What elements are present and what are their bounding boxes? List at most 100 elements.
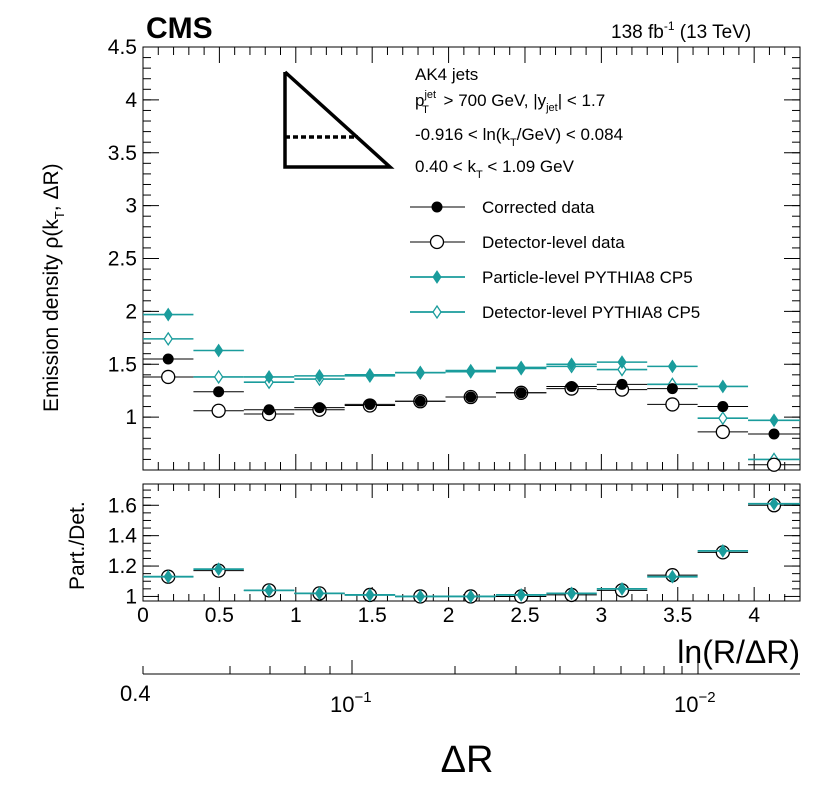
pythia8-cp5-ratio-point — [365, 588, 375, 602]
particle-level-pythia8-cp5-point — [214, 343, 224, 358]
corrected-data-point — [515, 387, 527, 399]
secondary-tick-label-1e-1: 10−1 — [330, 689, 372, 717]
ratio-x-tick-label: 2.5 — [510, 604, 539, 627]
corrected-data-point — [616, 378, 628, 390]
ratio-plot-frame — [142, 483, 801, 602]
legend-label-corrected-data: Corrected data — [482, 198, 595, 217]
main-y-tick-label: 2 — [125, 300, 137, 323]
corrected-data-point — [717, 401, 729, 413]
ratio-x-tick-label: 3.5 — [663, 604, 692, 627]
detector-level-pythia8-cp5-point — [617, 362, 627, 377]
ratio-x-tick-label: 0 — [137, 604, 149, 627]
main-y-tick-label: 1.5 — [108, 353, 137, 376]
pythia8-cp5-ratio-point — [667, 569, 678, 584]
jet-plane-triangle-icon — [283, 70, 395, 169]
pythia8-cp5-ratio-point — [314, 586, 325, 601]
ratio-x-tick-label: 0.5 — [205, 604, 234, 627]
particle-level-pythia8-cp5-point — [769, 413, 779, 428]
detector-level-data-point — [161, 369, 176, 385]
secondary-x-axis — [142, 660, 800, 675]
legend-jet-algorithm: AK4 jets — [415, 65, 478, 84]
legend-lnkt-range: -0.916 < ln(kT/GeV) < 0.084 — [415, 125, 623, 149]
detector-level-data-point — [211, 403, 226, 418]
detector-level-data-point — [665, 397, 680, 412]
ratio-x-tick-label: 2 — [443, 604, 455, 627]
legend-marker-detector-level-data — [429, 234, 445, 250]
particle-level-pythia8-cp5-point — [617, 355, 627, 370]
detector-level-pythia8-cp5-point — [213, 369, 224, 385]
legend: Corrected data Detector-level data Particl… — [410, 198, 700, 322]
ratio-x-tick-label: 1.5 — [358, 604, 387, 627]
particle-level-pythia8-cp5-point — [264, 370, 274, 384]
corrected-data-point — [263, 404, 275, 416]
legend-label-particle-level-pythia8-cp5: Particle-level PYTHIA8 CP5 — [482, 268, 693, 287]
secondary-tick-label-0.4: 0.4 — [120, 681, 151, 706]
particle-level-pythia8-cp5-point — [415, 365, 425, 380]
legend-pt-cut: pjet T > 700 GeV, |yjet| < 1.7 — [415, 89, 605, 116]
luminosity-label: 138 fb-1 (13 TeV) — [611, 19, 751, 43]
detector-level-pythia8-cp5-point — [163, 331, 173, 347]
pythia8-cp5-ratio-point — [163, 569, 173, 584]
detector-level-data-point — [715, 424, 730, 440]
pythia8-cp5-ratio-point — [264, 583, 274, 598]
main-plot-area — [143, 307, 800, 472]
corrected-data-point — [566, 380, 578, 392]
main-x-axis-ticks — [142, 47, 801, 470]
ratio-x-axis: 0 0.5 1 1.5 2 2.5 3 3.5 4 — [137, 484, 801, 627]
legend-marker-detector-level-pythia8-cp5 — [432, 304, 442, 320]
main-y-tick-label: 3 — [125, 195, 137, 218]
legend-marker-particle-level-pythia8-cp5 — [432, 270, 442, 284]
pythia8-cp5-ratio-point — [214, 562, 224, 576]
ratio-x-tick-label: 3 — [596, 604, 608, 627]
pythia8-cp5-ratio-point — [466, 589, 476, 604]
corrected-data-point — [768, 428, 780, 440]
detector-level-pythia8-cp5-point — [718, 411, 728, 426]
legend-label-detector-level-data: Detector-level data — [482, 233, 625, 252]
main-y-tick-label: 4.5 — [108, 36, 137, 59]
pythia8-cp5-ratio-point — [617, 581, 627, 596]
main-y-tick-label: 2.5 — [108, 248, 137, 271]
main-y-tick-label: 1 — [125, 406, 137, 429]
pythia8-cp5-ratio-point — [566, 586, 577, 601]
particle-level-pythia8-cp5-point — [365, 367, 375, 382]
pythia8-cp5-ratio-point — [718, 543, 728, 558]
legend-marker-corrected-data — [431, 201, 443, 213]
particle-level-pythia8-cp5-point — [566, 357, 577, 372]
particle-level-pythia8-cp5-point — [163, 307, 173, 322]
ratio-y-axis: 1 1.2 1.4 1.6 — [108, 489, 800, 608]
particle-level-pythia8-cp5-point — [667, 359, 678, 374]
secondary-tick-label-1e-2: 10−2 — [674, 689, 716, 717]
corrected-data-point — [414, 395, 426, 407]
ratio-plot-area — [143, 496, 800, 604]
corrected-data-point — [465, 391, 477, 403]
particle-level-pythia8-cp5-point — [718, 379, 728, 394]
particle-level-pythia8-cp5-point — [314, 368, 325, 383]
ratio-x-tick-label: 4 — [748, 604, 760, 627]
corrected-data-point — [162, 353, 174, 365]
particle-level-pythia8-cp5-point — [516, 360, 526, 375]
ratio-y-tick-label: 1 — [125, 585, 137, 608]
cms-label: CMS — [146, 12, 213, 45]
main-y-axis-label: Emission density ρ(kT, ΔR) — [40, 163, 67, 412]
corrected-data-point — [313, 402, 325, 414]
legend-label-detector-level-pythia8-cp5: Detector-level PYTHIA8 CP5 — [482, 303, 700, 322]
pythia8-cp5-ratio-point — [516, 588, 526, 602]
corrected-data-point — [213, 386, 225, 398]
ratio-y-tick-label: 1.2 — [108, 555, 137, 578]
ratio-y-tick-label: 1.4 — [108, 525, 138, 548]
corrected-data-point — [364, 398, 376, 410]
ratio-x-tick-label: 1 — [290, 604, 302, 627]
detector-level-data-point — [766, 457, 782, 472]
ratio-y-axis-label: Part./Det. — [66, 501, 89, 590]
corrected-data-point — [666, 383, 678, 395]
main-y-tick-label: 4 — [125, 89, 137, 112]
secondary-x-axis-label: ΔR — [441, 739, 494, 781]
main-x-axis-label: ln(R/ΔR) — [677, 634, 800, 670]
ratio-y-tick-label: 1.6 — [108, 494, 137, 517]
pythia8-cp5-ratio-point — [769, 496, 779, 511]
legend-kt-range: 0.40 < kT < 1.09 GeV — [415, 157, 575, 181]
main-y-tick-label: 3.5 — [108, 142, 137, 165]
pythia8-cp5-ratio-point — [415, 589, 425, 604]
particle-level-pythia8-cp5-point — [466, 363, 476, 378]
main-y-axis: 1 1.5 2 2.5 3 3.5 4 4.5 — [108, 36, 800, 460]
